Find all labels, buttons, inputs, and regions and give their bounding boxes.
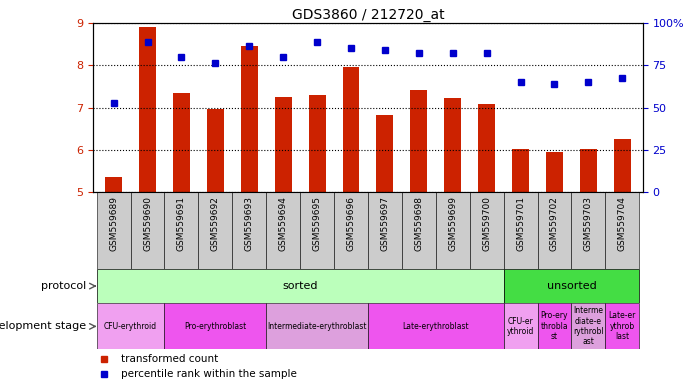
Bar xyxy=(605,303,639,349)
Text: transformed count: transformed count xyxy=(121,354,218,364)
Text: Intermediate-erythroblast: Intermediate-erythroblast xyxy=(267,322,367,331)
Bar xyxy=(131,192,164,269)
Text: GSM559694: GSM559694 xyxy=(278,196,287,251)
Text: Late-er
ythrob
last: Late-er ythrob last xyxy=(609,311,636,341)
Bar xyxy=(309,95,325,192)
Text: GSM559691: GSM559691 xyxy=(177,196,186,251)
Text: GSM559702: GSM559702 xyxy=(550,196,559,251)
Bar xyxy=(571,192,605,269)
Bar xyxy=(436,192,470,269)
Text: CFU-erythroid: CFU-erythroid xyxy=(104,322,157,331)
Text: GSM559690: GSM559690 xyxy=(143,196,152,251)
Text: Late-erythroblast: Late-erythroblast xyxy=(402,322,469,331)
Bar xyxy=(164,192,198,269)
Text: Pro-ery
throbla
st: Pro-ery throbla st xyxy=(540,311,568,341)
Bar xyxy=(173,93,190,192)
Text: GSM559704: GSM559704 xyxy=(618,196,627,251)
Title: GDS3860 / 212720_at: GDS3860 / 212720_at xyxy=(292,8,444,22)
Bar xyxy=(97,269,504,303)
Text: GSM559695: GSM559695 xyxy=(312,196,321,251)
Text: GSM559700: GSM559700 xyxy=(482,196,491,251)
Bar xyxy=(377,115,393,192)
Text: GSM559696: GSM559696 xyxy=(346,196,355,251)
Bar xyxy=(198,192,232,269)
Text: Pro-erythroblast: Pro-erythroblast xyxy=(184,322,247,331)
Bar xyxy=(334,192,368,269)
Bar xyxy=(275,97,292,192)
Bar xyxy=(478,104,495,192)
Text: GSM559703: GSM559703 xyxy=(584,196,593,251)
Bar xyxy=(266,303,368,349)
Text: GSM559697: GSM559697 xyxy=(381,196,390,251)
Text: GSM559701: GSM559701 xyxy=(516,196,525,251)
Text: CFU-er
ythroid: CFU-er ythroid xyxy=(507,317,534,336)
Bar xyxy=(207,109,224,192)
Bar xyxy=(232,192,266,269)
Bar xyxy=(266,192,300,269)
Bar xyxy=(512,149,529,192)
Text: GSM559689: GSM559689 xyxy=(109,196,118,251)
Text: protocol: protocol xyxy=(41,281,86,291)
Bar xyxy=(139,27,156,192)
Bar xyxy=(504,269,639,303)
Bar xyxy=(343,66,359,192)
Text: percentile rank within the sample: percentile rank within the sample xyxy=(121,369,296,379)
Text: unsorted: unsorted xyxy=(547,281,596,291)
Bar xyxy=(368,303,504,349)
Bar xyxy=(614,139,631,192)
Bar xyxy=(546,152,563,192)
Text: Interme
diate-e
rythrobl
ast: Interme diate-e rythrobl ast xyxy=(573,306,604,346)
Text: GSM559698: GSM559698 xyxy=(415,196,424,251)
Bar xyxy=(580,149,597,192)
Bar xyxy=(538,303,571,349)
Bar xyxy=(444,98,461,192)
Bar xyxy=(368,192,402,269)
Bar xyxy=(571,303,605,349)
Bar xyxy=(504,303,538,349)
Text: sorted: sorted xyxy=(283,281,318,291)
Text: GSM559693: GSM559693 xyxy=(245,196,254,251)
Bar xyxy=(402,192,436,269)
Bar xyxy=(97,303,164,349)
Text: GSM559692: GSM559692 xyxy=(211,196,220,251)
Text: development stage: development stage xyxy=(0,321,86,331)
Bar xyxy=(605,192,639,269)
Bar xyxy=(538,192,571,269)
Bar xyxy=(240,46,258,192)
Bar xyxy=(300,192,334,269)
Bar xyxy=(410,90,427,192)
Bar xyxy=(504,192,538,269)
Bar xyxy=(164,303,266,349)
Bar xyxy=(97,192,131,269)
Bar xyxy=(470,192,504,269)
Bar xyxy=(105,177,122,192)
Text: GSM559699: GSM559699 xyxy=(448,196,457,251)
